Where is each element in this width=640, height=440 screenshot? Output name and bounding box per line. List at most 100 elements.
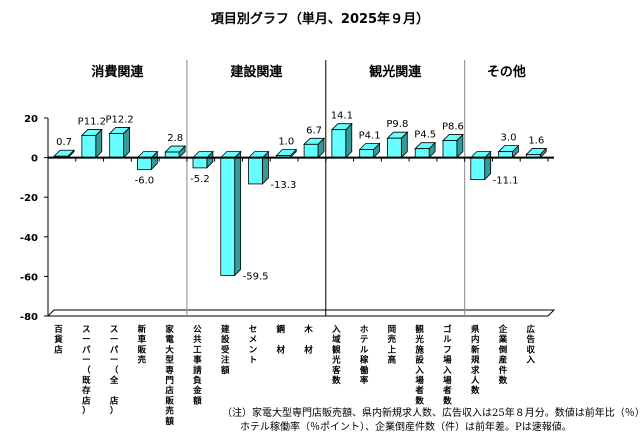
group-label: 消費関連: [91, 64, 144, 80]
category-label-char: 設: [221, 334, 230, 345]
bar: [303, 143, 319, 158]
category-label-char: 注: [221, 355, 230, 366]
category-label-char: 企: [498, 324, 508, 335]
category-label-char: 光: [331, 355, 341, 366]
category-label-char: 額: [164, 416, 174, 427]
category-label-char: 公: [193, 325, 202, 335]
category-label-char: パ: [82, 344, 91, 355]
bar: [248, 157, 263, 185]
category-label-char: 数: [415, 395, 424, 406]
category-label-char: 大: [165, 344, 174, 355]
category-label-char: セ: [249, 325, 258, 335]
category-label-char: 者: [442, 385, 452, 396]
group-label: その他: [487, 64, 526, 80]
category-label-char: 車: [138, 334, 147, 345]
bar: [81, 135, 97, 158]
bar: [387, 137, 402, 158]
category-label-char: 既: [82, 376, 91, 386]
category-label-char: 場: [415, 375, 424, 386]
category-label-char: ー: [82, 356, 91, 366]
category-label-char: 額: [192, 395, 202, 406]
value-label: P9.8: [386, 119, 408, 130]
category-label-char: 場: [443, 375, 452, 386]
category-label-char: ）: [110, 406, 119, 417]
category-label-char: 高: [388, 355, 397, 366]
category-label-char: フ: [443, 345, 452, 355]
category-label-char: ー: [82, 335, 91, 345]
y-tick-label: -80: [20, 312, 38, 323]
category-label-char: 店: [53, 344, 63, 355]
category-label-char: 金: [192, 385, 202, 396]
category-label-char: 客: [331, 365, 341, 376]
value-label: 2.8: [167, 133, 183, 144]
y-tick-label: 0: [31, 154, 38, 165]
category-label-char: [277, 335, 286, 345]
category-label-char: 工: [193, 345, 202, 355]
category-label-char: 存: [81, 385, 91, 396]
category-label-char: 木: [303, 324, 313, 335]
category-label-char: 建: [220, 324, 230, 335]
bar: [470, 157, 486, 180]
value-label: -11.1: [493, 176, 519, 187]
bar: [220, 157, 236, 276]
category-label-char: 負: [193, 375, 202, 386]
category-label-char: 内: [471, 334, 480, 345]
category-label-char: テ: [360, 335, 369, 345]
category-label-char: ト: [249, 356, 258, 366]
bar: [359, 149, 374, 158]
category-label-char: 率: [360, 375, 369, 386]
category-label-char: 事: [193, 355, 202, 366]
category-label-char: 倒: [498, 344, 508, 355]
value-label: -59.5: [243, 271, 269, 282]
value-label: P4.5: [414, 130, 436, 141]
category-label-char: 場: [443, 355, 452, 366]
value-label: 0.7: [56, 137, 72, 148]
category-label-char: 人: [471, 375, 480, 386]
category-label-char: 設: [415, 355, 424, 366]
category-label-char: 販: [138, 344, 147, 355]
category-label-char: 専: [165, 365, 174, 376]
category-label-char: 請: [193, 365, 202, 376]
bar: [109, 133, 124, 159]
category-label-char: 観: [332, 344, 341, 355]
category-label-char: 岡: [388, 325, 397, 335]
category-label-char: 業: [498, 334, 508, 345]
footnote-1: （注）家電大型専門店販売額、県内新規求人数、広告収入は25年８月分。数値は前年比…: [222, 408, 640, 419]
category-label-char: ル: [360, 345, 369, 355]
y-tick-label: -60: [20, 272, 38, 283]
value-label: 1.6: [528, 135, 544, 146]
category-label-char: 鋼: [276, 324, 286, 335]
category-label-char: 入: [414, 366, 424, 376]
bar: [331, 129, 347, 159]
category-label-char: 数: [332, 375, 341, 386]
bar-top: [53, 149, 75, 157]
category-label-char: 数: [443, 395, 452, 406]
value-label: -5.2: [190, 174, 210, 185]
category-label-char: 受: [221, 344, 230, 355]
value-label: P12.2: [105, 114, 133, 125]
category-label-char: 共: [193, 334, 202, 345]
y-tick-label: -20: [20, 193, 38, 204]
category-label-char: 入: [526, 356, 536, 366]
bar: [442, 140, 458, 159]
category-label-char: [110, 386, 119, 396]
category-label-char: 型: [165, 355, 174, 366]
bar-side: [234, 150, 242, 277]
category-label-char: 売: [137, 355, 147, 366]
value-label: P11.2: [78, 116, 106, 127]
category-label-char: ス: [82, 325, 91, 335]
value-label: 3.0: [501, 133, 517, 144]
category-label-char: 家: [165, 324, 174, 335]
category-label-char: 施: [415, 344, 424, 355]
footnote-2: ホテル稼働率（％ポイント）、企業倒産件数（件）は前年差。Pは速報値。: [240, 422, 572, 433]
category-label-char: 働: [359, 365, 369, 376]
category-label-char: 販: [165, 395, 174, 406]
chart-title: 項目別グラフ（単月、2025年９月）: [210, 12, 430, 27]
category-label-char: 件: [499, 365, 508, 376]
category-label-char: メ: [249, 335, 258, 345]
category-label-char: 貨: [53, 334, 63, 345]
category-label-char: 売: [387, 334, 397, 345]
category-label-char: 電: [165, 335, 174, 345]
category-label-char: 上: [388, 344, 397, 355]
